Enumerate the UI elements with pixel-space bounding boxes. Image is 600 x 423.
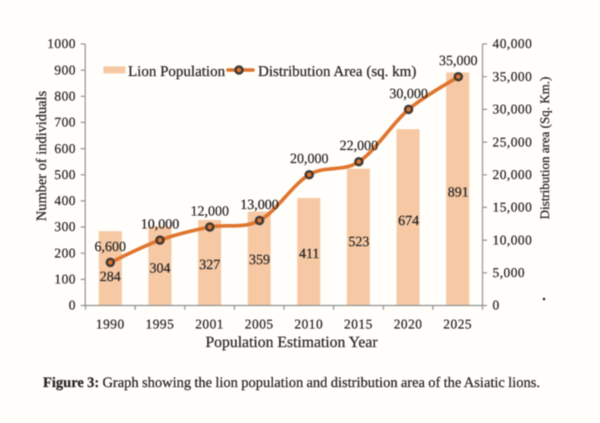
svg-text:22,000: 22,000 — [340, 139, 379, 154]
svg-text:327: 327 — [199, 258, 220, 273]
svg-text:20,000: 20,000 — [290, 152, 329, 167]
svg-text:800: 800 — [54, 89, 76, 104]
svg-text:100: 100 — [54, 272, 76, 287]
svg-text:359: 359 — [249, 253, 270, 268]
svg-text:Population Estimation Year: Population Estimation Year — [205, 334, 378, 351]
svg-text:2020: 2020 — [394, 317, 423, 332]
svg-text:0: 0 — [69, 298, 76, 313]
svg-text:1990: 1990 — [96, 317, 125, 332]
svg-text:Distribution Area (sq. km): Distribution Area (sq. km) — [258, 64, 416, 80]
svg-text:35,000: 35,000 — [439, 54, 478, 69]
svg-text:1000: 1000 — [47, 36, 76, 51]
svg-text:30,000: 30,000 — [493, 102, 533, 117]
svg-text:Number of individuals: Number of individuals — [34, 90, 50, 221]
svg-text:300: 300 — [54, 219, 76, 234]
svg-text:20,000: 20,000 — [493, 167, 533, 182]
svg-text:411: 411 — [299, 247, 319, 262]
svg-text:0: 0 — [493, 298, 500, 313]
svg-text:2001: 2001 — [195, 317, 224, 332]
svg-text:30,000: 30,000 — [389, 87, 428, 102]
svg-text:12,000: 12,000 — [191, 204, 230, 219]
svg-text:35,000: 35,000 — [493, 69, 533, 84]
svg-text:304: 304 — [150, 261, 171, 276]
svg-text:1995: 1995 — [146, 317, 175, 332]
svg-text:500: 500 — [54, 167, 76, 182]
svg-text:10,000: 10,000 — [493, 232, 533, 247]
svg-text:15,000: 15,000 — [493, 200, 533, 215]
svg-text:25,000: 25,000 — [493, 134, 533, 149]
svg-text:400: 400 — [54, 193, 76, 208]
svg-text:10,000: 10,000 — [141, 218, 180, 233]
svg-text:891: 891 — [448, 185, 469, 200]
svg-text:40,000: 40,000 — [493, 36, 533, 51]
svg-text:Distribution area (Sq. Km.): Distribution area (Sq. Km.) — [537, 77, 552, 220]
svg-text:2025: 2025 — [443, 317, 472, 332]
svg-text:200: 200 — [54, 245, 76, 260]
svg-text:674: 674 — [398, 214, 419, 229]
svg-text:2010: 2010 — [294, 317, 323, 332]
svg-text:5,000: 5,000 — [493, 265, 526, 280]
svg-text:13,000: 13,000 — [240, 198, 279, 213]
svg-text:2015: 2015 — [344, 317, 373, 332]
svg-text:700: 700 — [54, 115, 76, 130]
svg-text:284: 284 — [100, 270, 121, 285]
svg-text:600: 600 — [54, 141, 76, 156]
svg-text:6,600: 6,600 — [95, 240, 127, 255]
svg-text:2005: 2005 — [245, 317, 274, 332]
svg-text:523: 523 — [348, 235, 369, 250]
svg-text:Figure 3: Graph showing the li: Figure 3: Graph showing the lion populat… — [43, 375, 540, 391]
svg-text:900: 900 — [54, 62, 76, 77]
svg-text:Lion Population: Lion Population — [128, 64, 226, 80]
